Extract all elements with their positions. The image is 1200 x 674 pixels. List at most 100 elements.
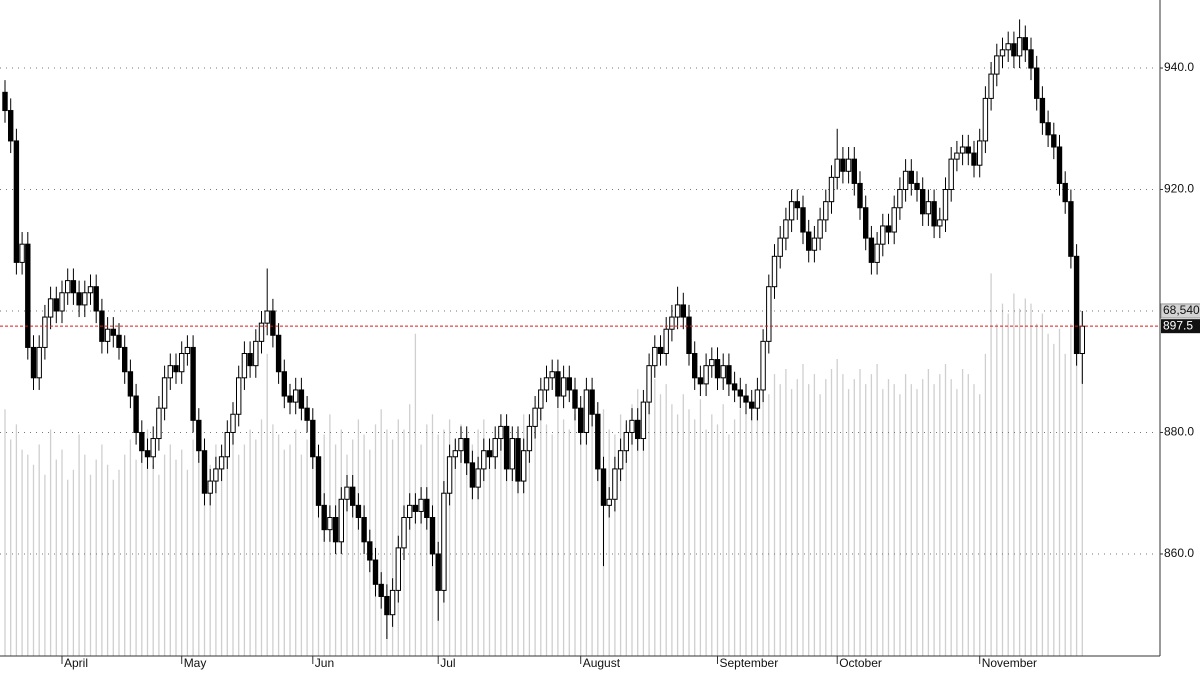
- candle-body: [509, 438, 516, 470]
- candle-body: [891, 207, 897, 233]
- candle-body: [224, 431, 231, 458]
- candle-body: [948, 158, 954, 191]
- candle-body: [657, 346, 664, 355]
- candle-body: [623, 431, 629, 452]
- candle-body: [674, 304, 681, 318]
- candle-body: [834, 158, 840, 178]
- candle-body: [560, 377, 567, 397]
- candle-body: [800, 207, 806, 233]
- y-tick-label: 920.0: [1164, 182, 1194, 196]
- candle-body: [988, 73, 994, 99]
- candle-body: [247, 353, 253, 367]
- candle-body: [344, 486, 350, 500]
- candle-body: [515, 438, 521, 482]
- candle-body: [184, 346, 191, 355]
- candle-body: [1068, 201, 1074, 257]
- candle-body: [173, 365, 179, 373]
- candle-body: [355, 504, 362, 519]
- candle-body: [811, 237, 818, 251]
- candle-body: [902, 170, 909, 191]
- candle-body: [1028, 49, 1034, 69]
- x-tick-label: May: [184, 656, 207, 670]
- candle-body: [70, 280, 77, 294]
- candle-body: [367, 541, 373, 561]
- candle-body: [908, 170, 914, 184]
- candle-body: [1073, 255, 1080, 355]
- candle-body: [606, 498, 612, 506]
- candle-body: [441, 492, 447, 591]
- candle-body: [207, 480, 213, 494]
- candle-body: [897, 189, 903, 209]
- candle-body: [253, 340, 259, 367]
- x-tick-label: September: [720, 656, 779, 670]
- candle-body: [241, 353, 248, 379]
- candle-body: [418, 498, 424, 512]
- candle-body: [521, 450, 527, 482]
- volume-marker: [1160, 303, 1200, 319]
- candle-body: [669, 316, 675, 330]
- candle-body: [144, 450, 151, 458]
- candle-body: [954, 152, 960, 160]
- candle-body: [971, 152, 977, 166]
- candle-body: [481, 450, 487, 470]
- candle-body: [133, 395, 139, 433]
- candle-body: [82, 292, 88, 306]
- candle-body: [845, 158, 852, 172]
- x-tick-label: April: [64, 656, 88, 670]
- price-label: 897.5: [1163, 318, 1193, 332]
- candle-body: [19, 243, 25, 263]
- candle-body: [555, 371, 561, 397]
- candle-body: [994, 55, 1000, 75]
- x-tick-label: Jul: [440, 656, 455, 670]
- candle-body: [999, 49, 1006, 57]
- candle-body: [771, 255, 778, 288]
- candle-body: [492, 438, 498, 458]
- candle-body: [880, 225, 886, 245]
- candle-body: [1079, 325, 1085, 355]
- candle-body: [714, 359, 721, 379]
- candle-body: [293, 389, 299, 403]
- candle-body: [156, 407, 162, 440]
- candle-body: [25, 243, 31, 348]
- candle-body: [977, 140, 983, 166]
- candle-body: [959, 146, 966, 154]
- candle-body: [469, 462, 476, 488]
- candle-body: [87, 286, 94, 294]
- candle-body: [196, 419, 202, 452]
- candle-body: [1005, 43, 1011, 51]
- y-tick-label: 880.0: [1164, 425, 1194, 439]
- candle-body: [110, 328, 116, 336]
- candle-body: [754, 389, 761, 409]
- candle-body: [167, 365, 174, 379]
- candle-body: [190, 346, 196, 421]
- candle-body: [1051, 134, 1057, 148]
- candle-body: [446, 456, 453, 494]
- candle-body: [572, 389, 578, 409]
- candle-body: [686, 316, 692, 355]
- candle-body: [36, 346, 42, 379]
- candle-body: [578, 407, 584, 433]
- candle-body: [464, 438, 470, 464]
- candle-body: [937, 219, 943, 227]
- candle-body: [275, 334, 282, 373]
- candle-body: [857, 182, 863, 209]
- candle-body: [526, 425, 533, 452]
- candle-body: [8, 110, 14, 142]
- x-tick-label: Jun: [315, 656, 334, 670]
- candle-body: [47, 298, 54, 318]
- candle-body: [127, 371, 134, 397]
- candle-body: [304, 407, 310, 421]
- candle-body: [663, 328, 669, 355]
- candle-body: [1039, 97, 1046, 124]
- candle-body: [332, 517, 339, 543]
- candle-body: [629, 419, 635, 433]
- candle-body: [384, 595, 390, 616]
- candle-body: [646, 365, 652, 403]
- candle-body: [925, 201, 932, 215]
- candle-body: [264, 310, 270, 324]
- x-tick-label: October: [839, 656, 882, 670]
- candle-body: [30, 346, 37, 379]
- candle-body: [931, 201, 937, 227]
- candle-body: [731, 383, 738, 391]
